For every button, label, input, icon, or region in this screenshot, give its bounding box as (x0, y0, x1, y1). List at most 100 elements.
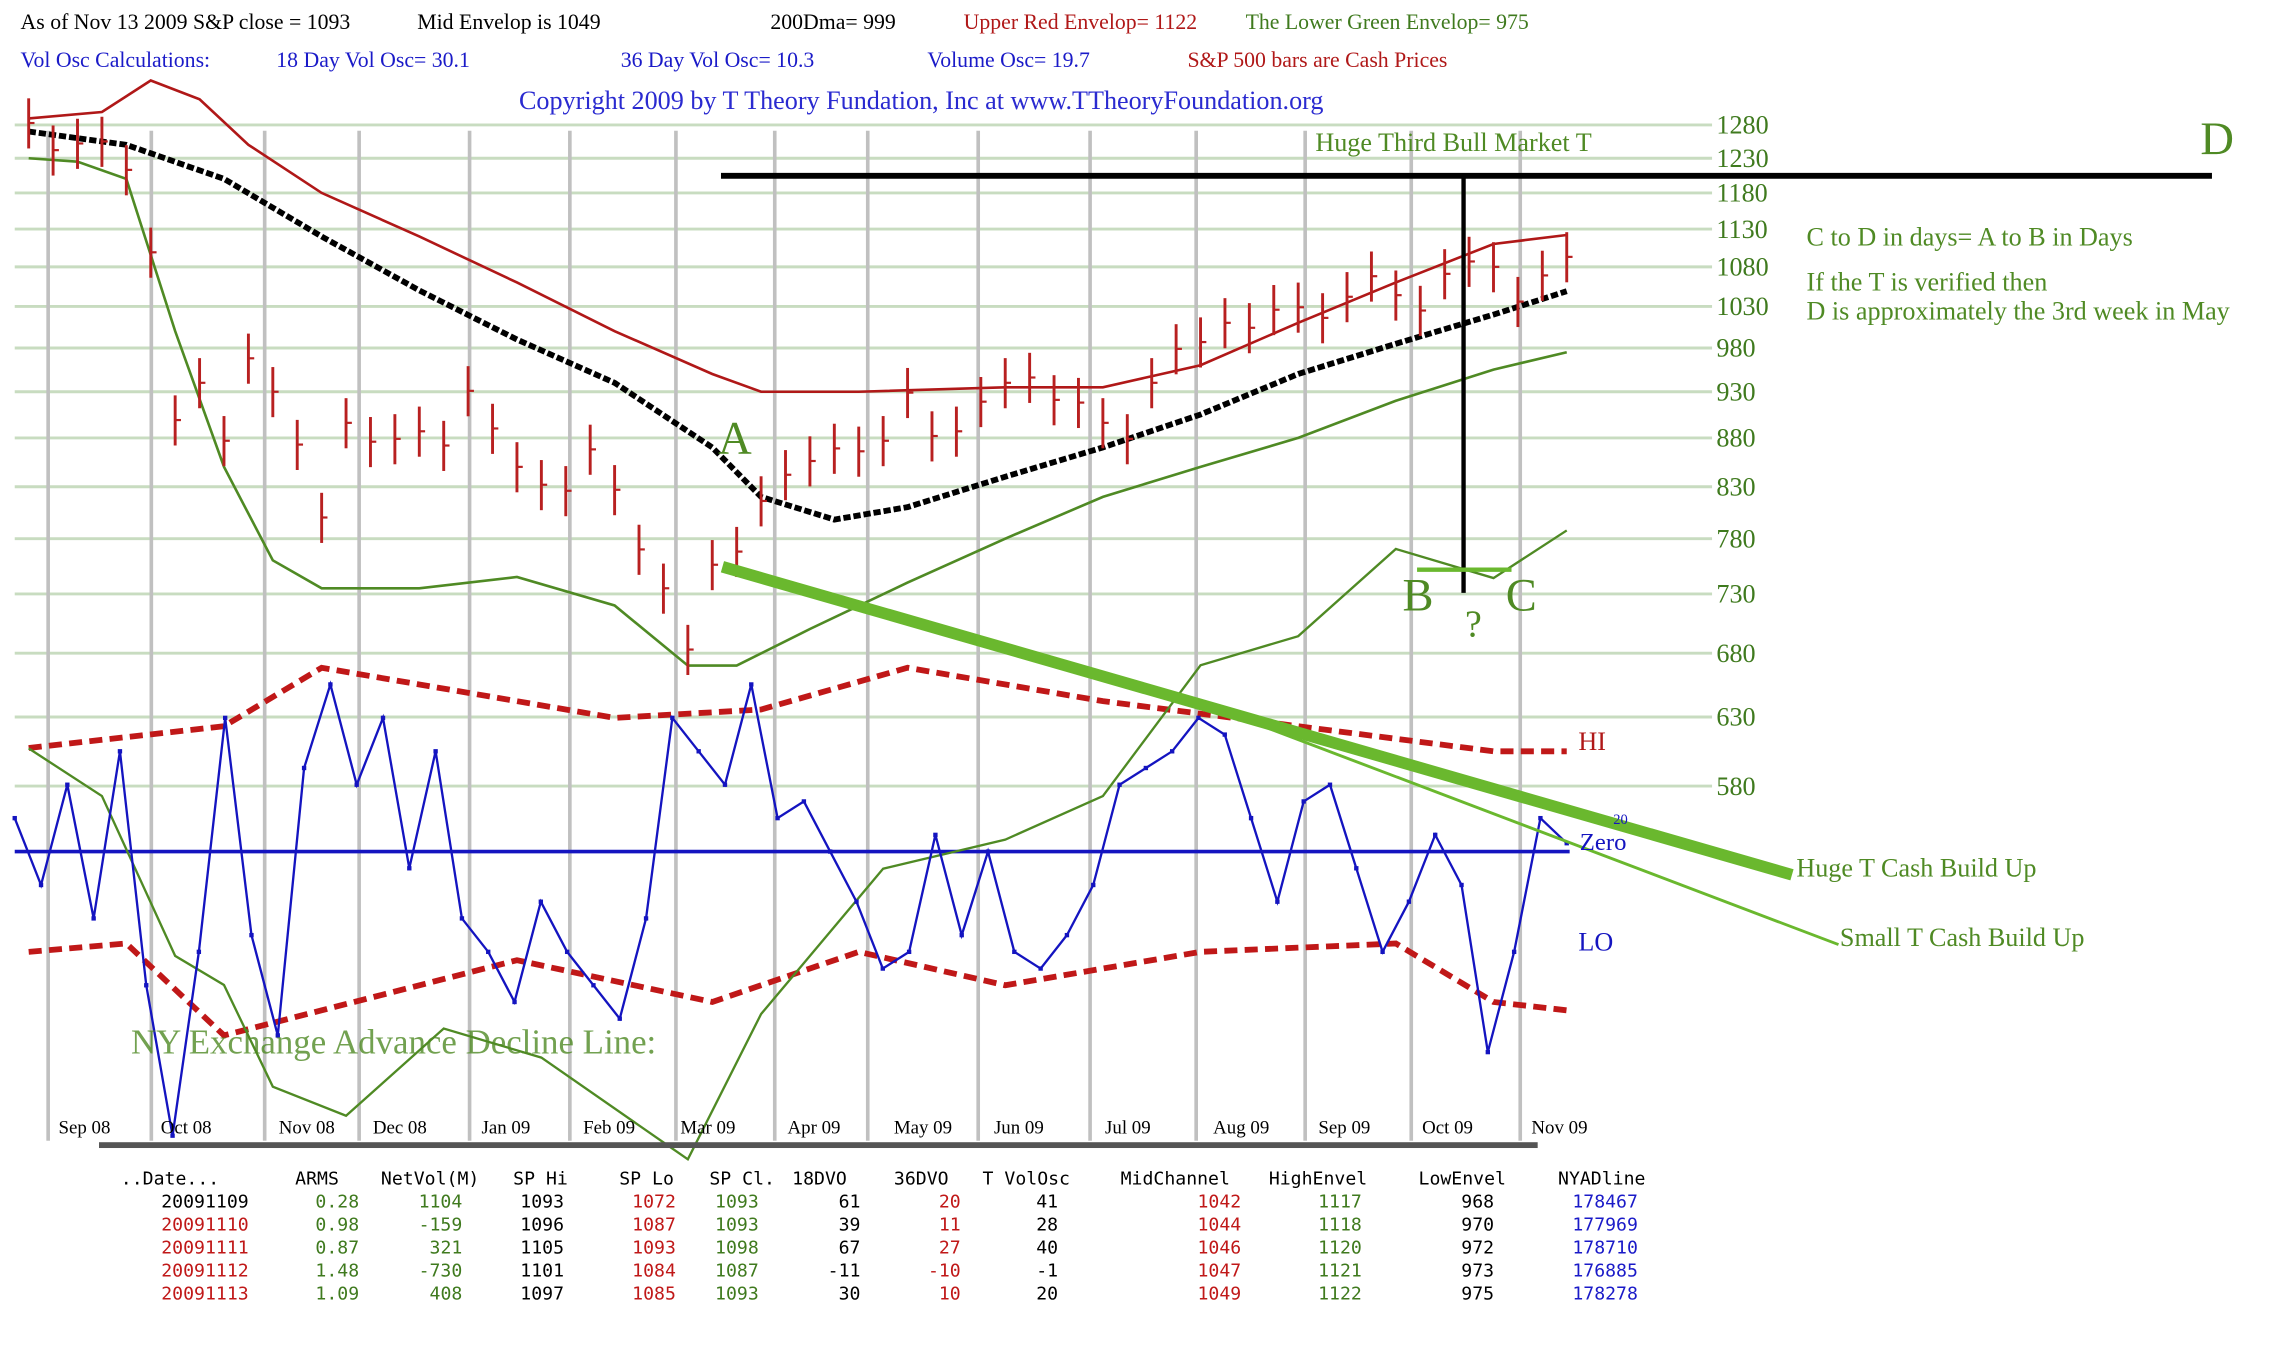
d-estimate-label: D is approximately the 3rd week in May (1807, 297, 2230, 326)
month-label: Jan 09 (482, 1117, 531, 1138)
zero-label: Zero (1580, 829, 1627, 856)
table-cell: 1.09 (315, 1283, 359, 1304)
table-cell: 1105 (520, 1238, 564, 1259)
if-verified-label: If the T is verified then (1807, 268, 2048, 297)
table-cell: 1044 (1197, 1215, 1241, 1236)
table-cell: 10 (939, 1283, 961, 1304)
volume-oscillator-point (1196, 715, 1201, 721)
lo-label: LO (1578, 927, 1613, 956)
table-header: 18DVO (792, 1168, 847, 1189)
table-cell: 178467 (1572, 1192, 1638, 1213)
volume-oscillator-point (775, 815, 780, 821)
price-tick-label: 1080 (1716, 253, 1768, 282)
volume-oscillator-point (828, 849, 833, 854)
table-cell: 1085 (632, 1283, 676, 1304)
table-cell: 408 (430, 1283, 463, 1304)
table-cell: 321 (430, 1238, 463, 1259)
c-to-d-label: C to D in days= A to B in Days (1807, 223, 2133, 252)
volume-oscillator-point (538, 899, 544, 904)
table-cell: 1087 (715, 1260, 759, 1281)
table-cell: -11 (828, 1260, 861, 1281)
table-cell: 177969 (1572, 1215, 1638, 1236)
volume-oscillator-point (1538, 815, 1543, 821)
volume-oscillator-point (1064, 932, 1070, 938)
table-cell: 0.28 (315, 1192, 359, 1213)
price-tick-label: 980 (1716, 334, 1755, 363)
header-36day: 36 Day Vol Osc= 10.3 (621, 48, 815, 72)
bull-t-label: Huge Third Bull Market T (1315, 128, 1591, 157)
table-cell: 973 (1461, 1260, 1494, 1281)
volume-oscillator-point (854, 899, 859, 904)
volume-oscillator-point (1354, 866, 1359, 871)
month-label: Oct 08 (161, 1117, 212, 1138)
volume-oscillator-point (486, 949, 491, 955)
month-label: Nov 08 (279, 1117, 335, 1138)
volume-oscillator-point (512, 999, 517, 1005)
table-cell: 1093 (520, 1192, 564, 1213)
table-cell: 1120 (1318, 1238, 1362, 1259)
volume-oscillator-point (985, 849, 991, 854)
table-cell: 39 (839, 1215, 861, 1236)
volume-oscillator-point (354, 782, 359, 787)
volume-oscillator-point (1327, 782, 1333, 787)
huge-cash-label: Huge T Cash Build Up (1796, 853, 2036, 882)
b-label: B (1403, 570, 1434, 621)
table-cell: 40 (1036, 1238, 1058, 1259)
volume-oscillator-point (564, 949, 570, 955)
table-cell: -730 (419, 1260, 463, 1281)
table-cell: 1093 (715, 1215, 759, 1236)
data-table: ..Date... ARMS NetVol(M) SP Hi SP Lo SP Cl. 18… (121, 1168, 1646, 1304)
month-label: Sep 08 (59, 1117, 111, 1138)
table-cell: -10 (928, 1260, 961, 1281)
series-layer (12, 79, 1573, 1162)
volume-oscillator-point (617, 1016, 622, 1021)
table-cell: 20091113 (161, 1283, 248, 1304)
price-tick-label: 1280 (1716, 111, 1768, 140)
header-asof: As of Nov 13 2009 S&P close = 1093 (21, 10, 351, 34)
table-header: T VolOsc (983, 1168, 1070, 1189)
small-cash-label: Small T Cash Build Up (1840, 923, 2085, 952)
volume-oscillator-point (906, 949, 912, 955)
table-cell: 1084 (632, 1260, 676, 1281)
volume-oscillator-point (1433, 832, 1438, 838)
table-header: NYADline (1558, 1168, 1645, 1189)
hi-label: HI (1578, 727, 1606, 756)
table-cell: 30 (839, 1283, 861, 1304)
volume-oscillator-point (1222, 732, 1227, 737)
table-header: HighEnvel (1269, 1168, 1367, 1189)
table-cell: 970 (1461, 1215, 1494, 1236)
osc-hi-band (28, 664, 1567, 755)
table-cell: 968 (1461, 1192, 1494, 1213)
volume-oscillator-point (91, 916, 96, 921)
volume-oscillator-point (591, 983, 596, 988)
volume-oscillator-point (1012, 949, 1017, 955)
volume-oscillator-point (696, 749, 701, 754)
volume-oscillator-point (1143, 765, 1149, 771)
month-label: Dec 08 (373, 1117, 427, 1138)
annotations: Huge Third Bull Market T D C to D in day… (131, 114, 2234, 1062)
table-cell: 0.87 (315, 1238, 359, 1259)
volume-oscillator-point (1459, 882, 1464, 888)
volume-oscillator-point (1564, 841, 1569, 846)
table-header: 36DVO (894, 1168, 949, 1189)
table-cell: 1097 (520, 1283, 564, 1304)
table-header: SP Hi (513, 1168, 568, 1189)
table-cell: 1.48 (315, 1260, 359, 1281)
month-label: Sep 09 (1318, 1117, 1370, 1138)
volume-oscillator-point (722, 782, 728, 787)
price-tick-label: 1130 (1716, 215, 1767, 244)
table-cell: 1049 (1197, 1283, 1241, 1304)
month-label: Nov 09 (1531, 1117, 1587, 1138)
volume-oscillator-point (328, 682, 333, 687)
header-mid-envelope: Mid Envelop is 1049 (417, 10, 600, 34)
table-cell: 28 (1036, 1215, 1058, 1236)
month-label: Apr 09 (788, 1117, 841, 1138)
header-upper-envelope: Upper Red Envelop= 1122 (964, 10, 1197, 34)
month-label: Oct 09 (1422, 1117, 1473, 1138)
table-cell: 20 (939, 1192, 961, 1213)
volume-oscillator-point (12, 815, 17, 821)
table-cell: 975 (1461, 1283, 1494, 1304)
nyad-label: NY Exchange Advance Decline Line: (131, 1023, 656, 1062)
table-header: SP Cl. (709, 1168, 775, 1189)
